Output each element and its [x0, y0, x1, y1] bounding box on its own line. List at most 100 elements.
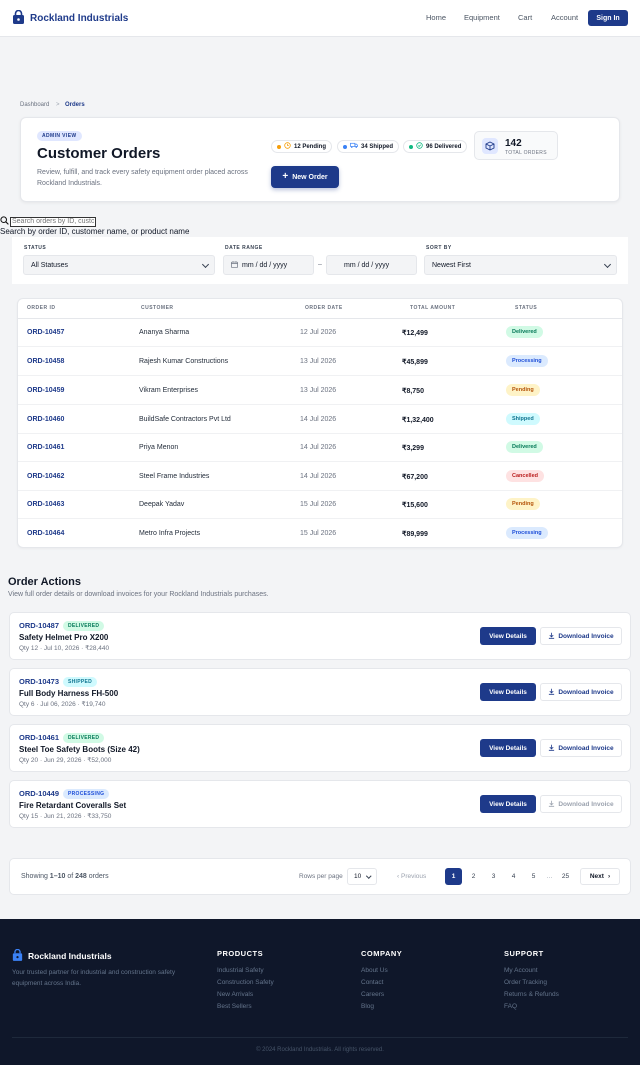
- header-status[interactable]: STATUS: [515, 305, 538, 311]
- order-date: 14 Jul 2026: [300, 416, 337, 423]
- order-id-link[interactable]: ORD-10462: [27, 473, 65, 480]
- status-badge: Pending: [506, 498, 540, 510]
- download-icon: [548, 688, 555, 697]
- status-filter-select[interactable]: All Statuses: [23, 255, 215, 275]
- customer-name: Vikram Enterprises: [139, 387, 199, 394]
- order-id[interactable]: ORD-10449: [19, 789, 60, 798]
- search-icon: [0, 216, 9, 227]
- footer-link[interactable]: Contact: [361, 979, 384, 986]
- table-row[interactable]: ORD-10461 Priya Menon 14 Jul 2026 ₹3,299…: [18, 433, 622, 462]
- search-input[interactable]: [10, 216, 96, 227]
- view-details-button[interactable]: View Details: [480, 739, 536, 757]
- package-icon: [482, 138, 498, 154]
- footer-link[interactable]: New Arrivals: [217, 991, 254, 998]
- footer-link[interactable]: My Account: [504, 967, 538, 974]
- order-id-link[interactable]: ORD-10460: [27, 416, 65, 423]
- rows-per-page-label: Rows per page: [299, 873, 343, 880]
- page-description: Review, fulfill, and track every safety …: [37, 169, 248, 187]
- footer-products-heading: PRODUCTS: [217, 949, 264, 958]
- order-id-link[interactable]: ORD-10461: [27, 444, 65, 451]
- footer-brand[interactable]: Rockland Industrials: [12, 948, 112, 963]
- breadcrumb-dashboard[interactable]: Dashboard: [20, 102, 50, 108]
- order-id[interactable]: ORD-10473: [19, 677, 60, 686]
- nav-account[interactable]: Account: [551, 13, 579, 22]
- header-order-id[interactable]: ORDER ID: [27, 305, 56, 311]
- nav-cart[interactable]: Cart: [518, 13, 533, 22]
- nav-equipment[interactable]: Equipment: [464, 13, 500, 22]
- order-actions-subtitle: View full order details or download invo…: [8, 591, 269, 598]
- date-to-input[interactable]: mm / dd / yyyy: [326, 255, 417, 275]
- total-orders-label: TOTAL ORDERS: [505, 150, 547, 156]
- footer-support-heading: SUPPORT: [504, 949, 544, 958]
- table-row[interactable]: ORD-10458 Rajesh Kumar Constructions 13 …: [18, 347, 622, 376]
- footer-company-heading: COMPANY: [361, 949, 403, 958]
- page-1-button[interactable]: 1: [445, 868, 462, 885]
- page-2-button[interactable]: 2: [471, 873, 476, 880]
- order-meta: Qty 20 · Jun 29, 2026 · ₹52,000: [19, 757, 112, 764]
- order-id[interactable]: ORD-10487: [19, 621, 60, 630]
- view-details-button[interactable]: View Details: [480, 627, 536, 645]
- page-5-button[interactable]: 5: [531, 873, 536, 880]
- showing-total: 248: [75, 873, 87, 880]
- footer-link[interactable]: Careers: [361, 991, 385, 998]
- header-order-date[interactable]: ORDER DATE: [305, 305, 343, 311]
- order-action-card: ORD-10473 SHIPPED Full Body Harness FH-5…: [9, 668, 631, 716]
- table-row[interactable]: ORD-10460 BuildSafe Contractors Pvt Ltd …: [18, 405, 622, 434]
- pagination-bar: Showing 1–10 of 248 orders Rows per page…: [9, 858, 631, 895]
- page-3-button[interactable]: 3: [491, 873, 496, 880]
- footer-link[interactable]: Construction Safety: [217, 979, 274, 986]
- page-25-button[interactable]: 25: [561, 873, 570, 880]
- table-row[interactable]: ORD-10464 Metro Infra Projects 15 Jul 20…: [18, 519, 622, 547]
- chevron-down-icon: [365, 873, 371, 879]
- table-row[interactable]: ORD-10457 Ananya Sharma 12 Jul 2026 ₹12,…: [18, 318, 622, 347]
- download-invoice-label: Download Invoice: [558, 688, 614, 696]
- order-id-link[interactable]: ORD-10463: [27, 501, 65, 508]
- footer-link[interactable]: About Us: [361, 967, 388, 974]
- delivered-dot: [409, 144, 413, 149]
- table-row[interactable]: ORD-10463 Deepak Yadav 15 Jul 2026 ₹15,6…: [18, 490, 622, 519]
- table-row[interactable]: ORD-10462 Steel Frame Industries 14 Jul …: [18, 462, 622, 491]
- order-id-link[interactable]: ORD-10464: [27, 530, 65, 537]
- footer-link[interactable]: Blog: [361, 1003, 375, 1010]
- view-details-button[interactable]: View Details: [480, 683, 536, 701]
- header-customer[interactable]: CUSTOMER: [141, 305, 174, 311]
- order-meta: Qty 15 · Jun 21, 2026 · ₹33,750: [19, 813, 112, 820]
- order-id[interactable]: ORD-10461: [19, 733, 60, 742]
- nav-home[interactable]: Home: [426, 13, 447, 22]
- table-row[interactable]: ORD-10459 Vikram Enterprises 13 Jul 2026…: [18, 376, 622, 405]
- sign-in-button[interactable]: Sign In: [588, 10, 628, 26]
- page-ellipsis: …: [546, 873, 553, 880]
- chevron-down-icon: [603, 260, 612, 269]
- search-help-text: Search by order ID, customer name, or pr…: [0, 227, 190, 236]
- footer-link[interactable]: Industrial Safety: [217, 967, 264, 974]
- download-invoice-button[interactable]: Download Invoice: [540, 627, 622, 645]
- next-page-button[interactable]: Next ›: [580, 868, 620, 885]
- sort-by-select[interactable]: Newest First: [424, 255, 617, 275]
- rows-per-page-select[interactable]: 10: [347, 868, 377, 885]
- previous-page-button[interactable]: ‹ Previous: [397, 873, 426, 880]
- footer-divider: [12, 1037, 628, 1038]
- showing-suffix: orders: [86, 873, 109, 880]
- download-invoice-button[interactable]: Download Invoice: [540, 739, 622, 757]
- customer-name: Rajesh Kumar Constructions: [139, 358, 229, 365]
- sort-by-label: SORT BY: [426, 245, 452, 251]
- admin-view-tag: ADMIN VIEW: [37, 131, 82, 141]
- date-range-separator: –: [318, 261, 322, 268]
- order-id-link[interactable]: ORD-10457: [27, 329, 65, 336]
- view-details-button[interactable]: View Details: [480, 795, 536, 813]
- header-total-amount[interactable]: TOTAL AMOUNT: [410, 305, 456, 311]
- footer-link[interactable]: Best Sellers: [217, 1003, 252, 1010]
- footer-link[interactable]: Order Tracking: [504, 979, 547, 986]
- order-id-link[interactable]: ORD-10458: [27, 358, 65, 365]
- chevron-left-icon: ‹: [397, 873, 401, 880]
- date-from-input[interactable]: mm / dd / yyyy: [223, 255, 314, 275]
- order-id-link[interactable]: ORD-10459: [27, 387, 65, 394]
- brand-logo[interactable]: Rockland Industrials: [12, 9, 129, 26]
- footer-link[interactable]: Returns & Refunds: [504, 991, 559, 998]
- footer-link[interactable]: FAQ: [504, 1003, 518, 1010]
- page-4-button[interactable]: 4: [511, 873, 516, 880]
- new-order-button[interactable]: + New Order: [271, 166, 339, 188]
- brand-name: Rockland Industrials: [30, 12, 129, 24]
- download-invoice-button[interactable]: Download Invoice: [540, 683, 622, 701]
- new-order-label: New Order: [292, 173, 328, 181]
